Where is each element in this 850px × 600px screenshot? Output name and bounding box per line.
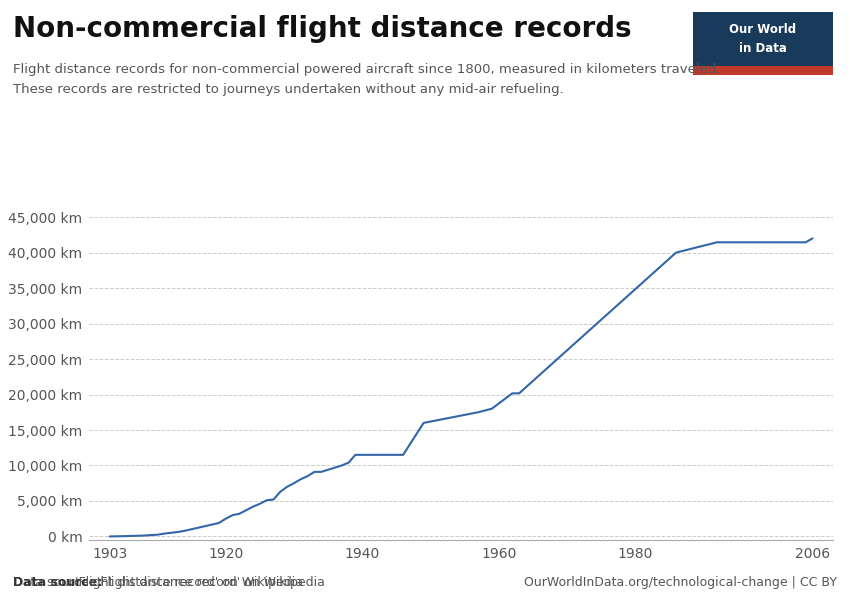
Bar (693, 65, 833, 75)
Text: 'Flight distance record' on Wikipedia: 'Flight distance record' on Wikipedia (71, 576, 303, 589)
Text: Data source: 'Flight distance record' on Wikipedia: Data source: 'Flight distance record' on… (13, 576, 325, 589)
Text: Flight distance records for non-commercial powered aircraft since 1800, measured: Flight distance records for non-commerci… (13, 63, 720, 76)
Text: Data source:: Data source: (13, 576, 102, 589)
Text: OurWorldInData.org/technological-change | CC BY: OurWorldInData.org/technological-change … (524, 576, 837, 589)
Text: in Data: in Data (739, 42, 787, 55)
Text: Our World: Our World (729, 23, 796, 36)
Text: These records are restricted to journeys undertaken without any mid-air refuelin: These records are restricted to journeys… (13, 83, 564, 96)
Text: Non-commercial flight distance records: Non-commercial flight distance records (13, 15, 632, 43)
